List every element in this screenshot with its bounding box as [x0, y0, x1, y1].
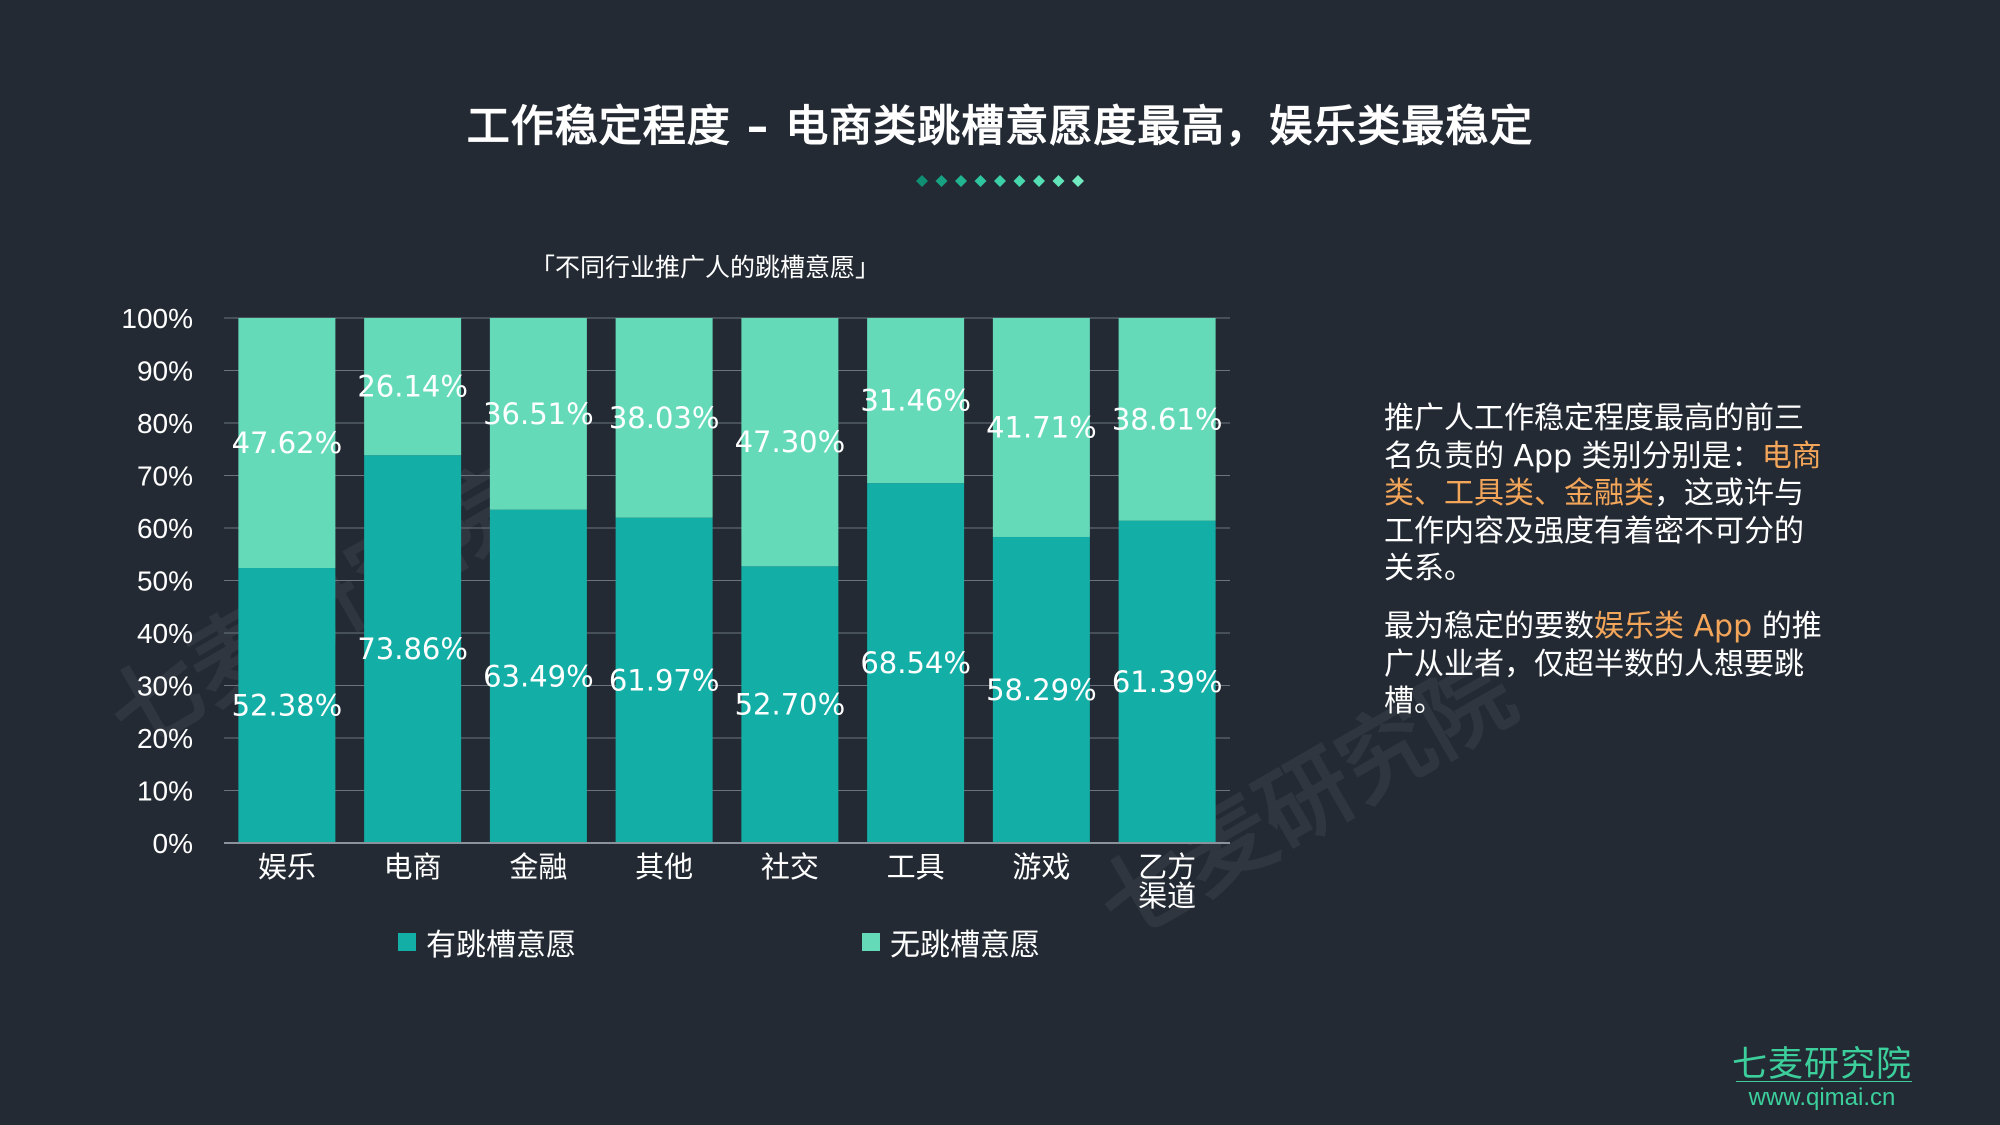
- data-label-unwilling: 41.71%: [986, 410, 1097, 444]
- y-tick-label: 90%: [137, 356, 193, 387]
- insight-text: ，这或许与工作内容及强度有着密不可分的关系。: [1384, 476, 1804, 586]
- title-dot-icon: [935, 175, 948, 187]
- bar-unwilling: [1118, 318, 1216, 521]
- bar-willing: [992, 536, 1090, 843]
- data-label-willing: 52.70%: [735, 688, 846, 722]
- chart-title: 「不同行业推广人的跳槽意愿」: [530, 253, 881, 282]
- x-tick-label: 金融: [509, 850, 567, 884]
- data-label-willing: 61.39%: [1112, 665, 1223, 699]
- legend-swatch-unwilling: [862, 933, 880, 951]
- insight-text: 最为稳定的要数: [1384, 609, 1594, 644]
- insight-paragraph-1: 推广人工作稳定程度最高的前三名负责的 App 类别分别是：电商类、工具类、金融类…: [1384, 400, 1824, 588]
- y-tick-label: 10%: [137, 776, 193, 807]
- x-tick-label: 社交: [761, 850, 819, 884]
- x-tick-label: 游戏: [1012, 850, 1070, 884]
- data-label-unwilling: 47.62%: [232, 426, 343, 460]
- brand-logo-text: 七麦研究院: [1731, 1045, 1912, 1085]
- data-label-willing: 61.97%: [609, 663, 720, 697]
- data-label-unwilling: 38.61%: [1112, 402, 1223, 436]
- brand-divider: [1736, 1081, 1912, 1082]
- data-label-willing: 68.54%: [860, 646, 971, 680]
- insight-text: 推广人工作稳定程度最高的前三名负责的 App 类别分别是：: [1384, 401, 1804, 474]
- title-dot-icon: [916, 175, 928, 187]
- data-label-unwilling: 38.03%: [609, 401, 720, 435]
- bar-unwilling: [992, 318, 1090, 537]
- y-tick-label: 30%: [137, 671, 193, 702]
- data-label-unwilling: 26.14%: [357, 370, 468, 404]
- data-label-willing: 63.49%: [483, 659, 594, 693]
- bar-willing: [741, 566, 839, 843]
- y-tick-label: 60%: [137, 513, 193, 544]
- bar-unwilling: [741, 318, 839, 567]
- y-tick-label: 100%: [121, 303, 193, 334]
- bar-unwilling: [364, 318, 462, 456]
- x-tick-label: 电商: [384, 850, 442, 884]
- y-tick-label: 40%: [137, 618, 193, 649]
- title-dot-icon: [1033, 175, 1045, 187]
- x-tick-label: 工具: [887, 850, 945, 884]
- legend-item-unwilling: 无跳槽意愿: [862, 920, 1040, 964]
- legend-label-willing: 有跳槽意愿: [426, 928, 576, 963]
- x-tick-label: 渠道: [1138, 879, 1196, 913]
- title-decoration-dots: [916, 175, 1084, 187]
- x-tick-label: 其他: [635, 850, 693, 884]
- bar-willing: [867, 483, 965, 843]
- x-tick-label: 娱乐: [258, 850, 316, 884]
- bar-willing: [364, 455, 462, 843]
- title-dot-icon: [955, 175, 967, 187]
- legend-swatch-willing: [398, 933, 416, 951]
- y-tick-label: 20%: [137, 723, 193, 754]
- data-label-willing: 52.38%: [232, 689, 343, 723]
- bar-willing: [1118, 520, 1216, 843]
- bar-unwilling: [489, 318, 587, 510]
- page-title: 工作稳定程度 – 电商类跳槽意愿度最高，娱乐类最稳定: [466, 102, 1534, 152]
- insight-highlight: 电商类、工具类、金融类: [1384, 438, 1822, 512]
- x-tick-label: 乙方: [1138, 850, 1196, 884]
- legend-item-willing: 有跳槽意愿: [398, 920, 576, 964]
- data-label-unwilling: 36.51%: [483, 397, 594, 431]
- bar-willing: [489, 509, 587, 843]
- bar-willing: [238, 568, 336, 843]
- insight-text: 的推广从业者，仅超半数的人想要跳槽。: [1384, 609, 1822, 719]
- title-dot-icon: [1052, 175, 1065, 187]
- y-tick-label: 70%: [137, 461, 193, 492]
- bar-unwilling: [238, 318, 336, 569]
- title-dot-icon: [1072, 175, 1084, 187]
- data-label-willing: 73.86%: [357, 632, 468, 666]
- bar-unwilling: [867, 318, 965, 484]
- data-label-unwilling: 47.30%: [735, 425, 846, 459]
- bar-unwilling: [615, 318, 713, 518]
- y-tick-label: 50%: [137, 566, 193, 597]
- data-label-unwilling: 31.46%: [860, 384, 971, 418]
- data-label-willing: 58.29%: [986, 673, 1097, 707]
- legend-label-unwilling: 无跳槽意愿: [890, 928, 1040, 963]
- title-dot-icon: [1013, 175, 1026, 187]
- title-dot-icon: [994, 175, 1006, 187]
- title-dot-icon: [974, 175, 987, 187]
- y-tick-label: 0%: [153, 828, 193, 859]
- brand-url: www.qimai.cn: [1748, 1084, 1896, 1111]
- insight-highlight: 娱乐类 App: [1594, 609, 1753, 644]
- y-tick-label: 80%: [137, 408, 193, 439]
- insight-paragraph-2: 最为稳定的要数娱乐类 App 的推广从业者，仅超半数的人想要跳槽。: [1384, 608, 1824, 721]
- bar-willing: [615, 517, 713, 843]
